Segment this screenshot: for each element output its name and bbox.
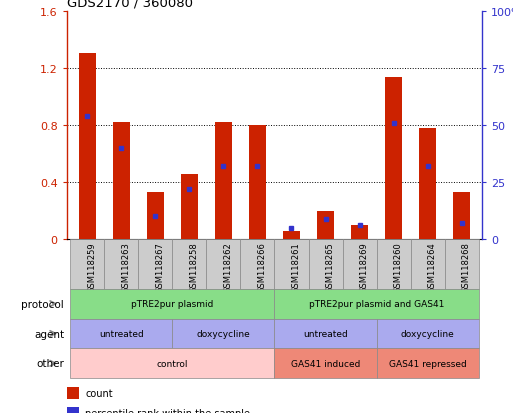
Text: GSM118269: GSM118269: [360, 242, 369, 293]
Bar: [385, 78, 402, 240]
Text: GSM118262: GSM118262: [223, 242, 232, 293]
Bar: [351, 225, 368, 240]
Bar: [453, 193, 470, 240]
Text: GSM118266: GSM118266: [258, 242, 266, 293]
Text: GAS41 induced: GAS41 induced: [291, 359, 360, 368]
Text: protocol: protocol: [22, 299, 64, 309]
Bar: [308, 240, 343, 289]
Bar: [274, 319, 377, 349]
Text: GSM118268: GSM118268: [462, 242, 471, 293]
Text: other: other: [36, 358, 64, 368]
Bar: [172, 319, 274, 349]
Bar: [206, 240, 241, 289]
Text: GSM118264: GSM118264: [428, 242, 437, 293]
Bar: [377, 240, 411, 289]
Text: agent: agent: [34, 329, 64, 339]
Text: percentile rank within the sample: percentile rank within the sample: [85, 408, 250, 413]
Text: GSM118265: GSM118265: [326, 242, 334, 293]
Bar: [215, 123, 232, 240]
Bar: [172, 240, 206, 289]
Bar: [283, 232, 300, 240]
Bar: [181, 174, 198, 240]
Bar: [138, 240, 172, 289]
Bar: [70, 319, 172, 349]
Text: GSM118259: GSM118259: [87, 242, 96, 292]
Bar: [419, 129, 436, 240]
Bar: [445, 240, 479, 289]
Text: untreated: untreated: [99, 329, 144, 338]
Text: GSM118267: GSM118267: [155, 242, 164, 293]
Text: GSM118260: GSM118260: [393, 242, 403, 293]
Bar: [241, 240, 274, 289]
Bar: [70, 240, 104, 289]
Bar: [113, 123, 130, 240]
Bar: [274, 289, 479, 319]
Bar: [249, 126, 266, 240]
Text: control: control: [156, 359, 188, 368]
Text: GDS2170 / 360080: GDS2170 / 360080: [67, 0, 193, 10]
Text: GAS41 repressed: GAS41 repressed: [389, 359, 467, 368]
Text: doxycycline: doxycycline: [196, 329, 250, 338]
Bar: [317, 211, 334, 240]
Bar: [67, 387, 79, 399]
Text: pTRE2pur plasmid: pTRE2pur plasmid: [131, 299, 213, 309]
Bar: [343, 240, 377, 289]
Bar: [70, 349, 274, 378]
Bar: [67, 407, 79, 413]
Text: doxycycline: doxycycline: [401, 329, 455, 338]
Text: untreated: untreated: [303, 329, 348, 338]
Bar: [104, 240, 138, 289]
Text: count: count: [85, 388, 113, 398]
Bar: [377, 319, 479, 349]
Bar: [147, 193, 164, 240]
Text: pTRE2pur plasmid and GAS41: pTRE2pur plasmid and GAS41: [309, 299, 444, 309]
Bar: [274, 240, 308, 289]
Bar: [70, 289, 274, 319]
Bar: [78, 54, 95, 240]
Bar: [377, 349, 479, 378]
Bar: [411, 240, 445, 289]
Text: GSM118258: GSM118258: [189, 242, 199, 293]
Bar: [274, 349, 377, 378]
Text: GSM118263: GSM118263: [121, 242, 130, 293]
Text: GSM118261: GSM118261: [291, 242, 301, 293]
